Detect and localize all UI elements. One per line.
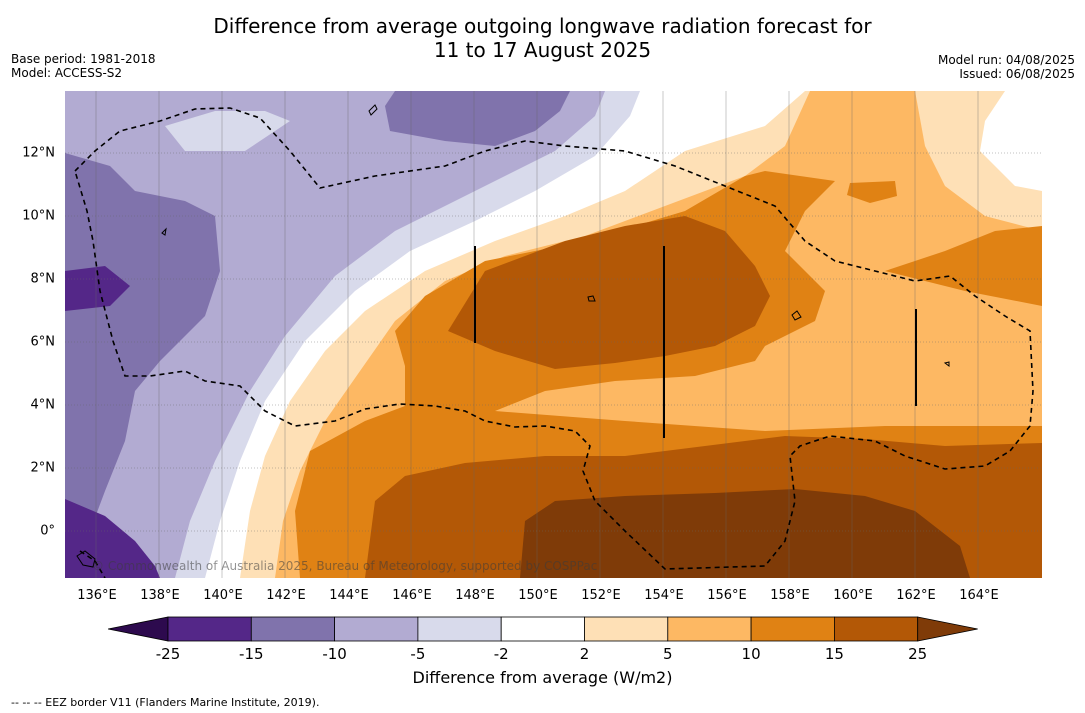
band-plus-10-east [885, 226, 1042, 306]
band-neutral-ne2 [980, 91, 1042, 191]
colorbar-tick-label: 10 [741, 645, 761, 663]
colorbar-segment [584, 616, 669, 642]
colorbar-tick-label: 5 [663, 645, 673, 663]
band-plus-10-patch [847, 181, 897, 203]
lat-label-8n: 8°N [30, 271, 56, 287]
olr-anomaly-map [65, 91, 1042, 578]
island-wake [368, 104, 378, 116]
lon-label: 148°E [455, 588, 495, 603]
lon-label: 164°E [959, 588, 999, 603]
lon-label: 150°E [518, 588, 558, 603]
colorbar-tick-label: -15 [239, 645, 264, 663]
lon-label: 146°E [392, 588, 432, 603]
lon-gridlines [95, 91, 979, 578]
lon-label: 136°E [77, 588, 117, 603]
colorbar-segment [667, 616, 752, 642]
base-period-text: Base period: 1981-2018 [11, 52, 156, 66]
lat-label-0: 0° [40, 523, 55, 539]
issued-text: Issued: 06/08/2025 [959, 67, 1075, 81]
colorbar-segment [834, 616, 919, 642]
colorbar-tick-label: -10 [322, 645, 347, 663]
credit-text: © Commonwealth of Australia 2025, Bureau… [92, 559, 598, 573]
band-minus-5-nw [165, 111, 290, 151]
title-line-2: 11 to 17 August 2025 [433, 38, 652, 62]
map-title: Difference from average outgoing longwav… [0, 14, 1085, 62]
eez-border-west [74, 107, 1034, 570]
colorbar-title: Difference from average (W/m2) [412, 668, 673, 687]
colorbar-tick-label: -2 [493, 645, 509, 663]
model-text: Model: ACCESS-S2 [11, 66, 123, 80]
title-line-1: Difference from average outgoing longwav… [213, 14, 872, 38]
lon-label: 162°E [896, 588, 936, 603]
lon-label: 138°E [140, 588, 180, 603]
lon-label: 142°E [266, 588, 306, 603]
colorbar-segment [334, 616, 419, 642]
meta-left: Base period: 1981-2018 Model: ACCESS-S2 [11, 52, 156, 80]
lon-label: 152°E [581, 588, 621, 603]
lon-label: 140°E [203, 588, 243, 603]
band-minus-15-west [65, 153, 220, 578]
colorbar-segment [417, 616, 502, 642]
colorbar-tick-label: 2 [579, 645, 590, 663]
island-png [76, 550, 96, 568]
island-4 [943, 361, 950, 367]
colorbar-segment [750, 616, 835, 642]
lat-label-12n: 12°N [22, 145, 55, 161]
lon-label: 144°E [329, 588, 369, 603]
lat-label-2n: 2°N [30, 460, 56, 476]
lon-label: 158°E [770, 588, 810, 603]
band-minus-25-sw [65, 499, 160, 578]
colorbar-segment [500, 616, 585, 642]
island-3 [791, 310, 802, 321]
forecast-markers [474, 246, 917, 438]
model-run-text: Model run: 04/08/2025 [937, 53, 1075, 67]
colorbar-tick-label: 25 [908, 645, 928, 663]
band-plus-25 [520, 489, 970, 578]
eez-legend-note: -- -- -- EEZ border V11 (Flanders Marine… [11, 696, 320, 709]
colorbar [108, 616, 978, 642]
lat-label-10n: 10°N [22, 208, 55, 224]
lon-label: 156°E [707, 588, 747, 603]
colorbar-tick-label: -5 [410, 645, 426, 663]
colorbar-tick-label: -25 [155, 645, 181, 663]
band-minus-15-north [385, 91, 570, 146]
island-2 [587, 295, 596, 302]
colorbar-tick-label: 15 [824, 645, 844, 663]
colorbar-extend-high [917, 616, 978, 642]
island-1 [161, 227, 167, 236]
lat-gridlines [65, 152, 1042, 532]
meta-right: Model run: 04/08/2025 Issued: 06/08/2025 [938, 53, 1075, 81]
colorbar-segment [167, 616, 252, 642]
lon-label: 154°E [644, 588, 684, 603]
band-minus-25-west [65, 266, 130, 311]
colorbar-extend-low [108, 616, 169, 642]
lat-label-4n: 4°N [30, 397, 56, 413]
lon-label: 160°E [833, 588, 873, 603]
islands [76, 104, 950, 568]
lat-label-6n: 6°N [30, 334, 56, 350]
band-plus-15 [448, 216, 770, 369]
colorbar-segment [250, 616, 336, 642]
